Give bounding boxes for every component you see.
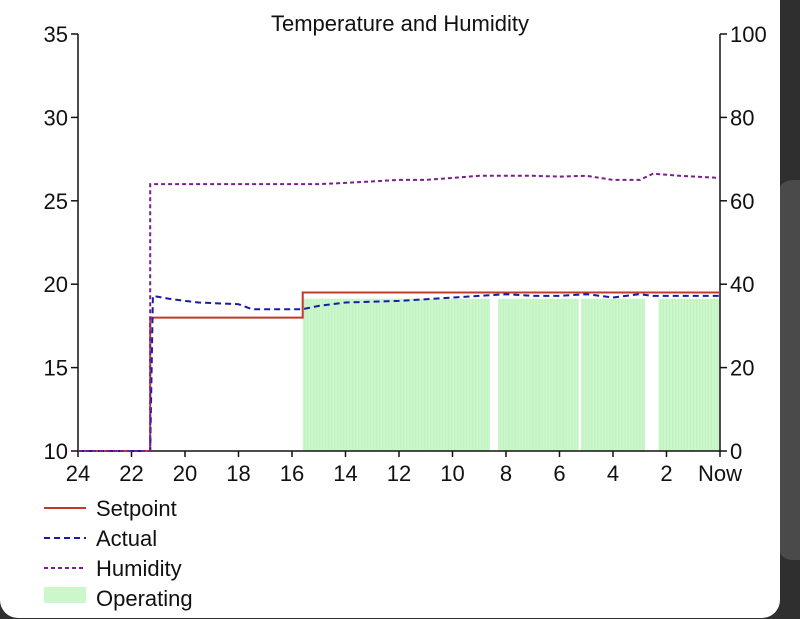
y-right-tick-label: 0 <box>730 439 742 464</box>
operating-segment <box>658 298 720 451</box>
series-line-humidity <box>78 172 721 452</box>
operating-segment-fill <box>658 298 720 451</box>
x-tick-label: 6 <box>553 461 565 486</box>
series-lines <box>78 172 721 452</box>
left-axis-ticks: 10 15 20 25 30 35 <box>44 22 78 464</box>
legend-label-setpoint: Setpoint <box>96 496 177 521</box>
x-tick-label: 18 <box>226 461 250 486</box>
legend-label-humidity: Humidity <box>96 556 182 581</box>
side-scroll-handle[interactable] <box>778 180 800 560</box>
y-left-tick-label: 15 <box>44 356 68 381</box>
x-tick-label: 4 <box>607 461 619 486</box>
y-left-tick-label: 20 <box>44 272 68 297</box>
x-tick-label: 14 <box>333 461 357 486</box>
operating-segment <box>497 298 579 451</box>
operating-segment-fill <box>302 298 490 451</box>
legend-label-actual: Actual <box>96 526 157 551</box>
y-left-tick-label: 10 <box>44 439 68 464</box>
y-left-tick-label: 30 <box>44 105 68 130</box>
x-tick-label: 12 <box>387 461 411 486</box>
x-tick-label: 22 <box>119 461 143 486</box>
x-tick-label: 8 <box>500 461 512 486</box>
chart-title: Temperature and Humidity <box>271 11 529 36</box>
operating-segment <box>302 298 490 451</box>
right-axis-ticks: 0 20 40 60 80 100 <box>720 22 767 464</box>
y-right-tick-label: 20 <box>730 356 754 381</box>
y-left-tick-label: 35 <box>44 22 68 47</box>
x-tick-label: Now <box>698 461 742 486</box>
x-tick-label: 24 <box>66 461 90 486</box>
operating-area <box>302 298 720 451</box>
y-right-tick-label: 80 <box>730 105 754 130</box>
operating-segment-fill <box>497 298 579 451</box>
y-left-tick-label: 25 <box>44 189 68 214</box>
legend-label-operating: Operating <box>96 586 193 611</box>
legend: Setpoint Actual Humidity Operating <box>44 496 193 611</box>
legend-swatch-operating <box>44 587 86 603</box>
y-right-tick-label: 100 <box>730 22 767 47</box>
y-right-tick-label: 40 <box>730 272 754 297</box>
y-right-tick-label: 60 <box>730 189 754 214</box>
x-tick-label: 16 <box>280 461 304 486</box>
x-tick-label: 20 <box>173 461 197 486</box>
operating-segment <box>580 298 646 451</box>
x-tick-label: 2 <box>660 461 672 486</box>
series-line-actual <box>78 293 720 452</box>
x-tick-label: 10 <box>440 461 464 486</box>
x-axis-ticks: 24 22 20 18 16 14 12 10 8 6 4 2 Now <box>66 451 742 486</box>
